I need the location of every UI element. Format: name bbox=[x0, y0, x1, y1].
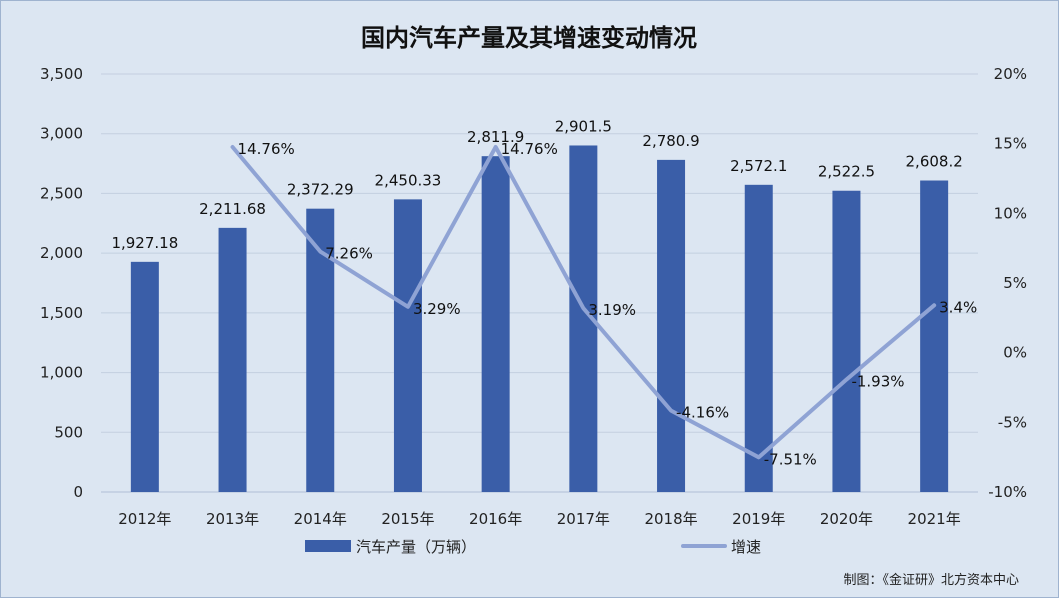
x-tick-label: 2012年 bbox=[118, 510, 171, 528]
x-tick-label: 2016年 bbox=[469, 510, 522, 528]
x-tick-label: 2018年 bbox=[644, 510, 697, 528]
x-tick-label: 2020年 bbox=[820, 510, 873, 528]
bar bbox=[481, 156, 510, 492]
legend-label-growth: 增速 bbox=[731, 538, 761, 556]
x-tick-label: 2015年 bbox=[381, 510, 434, 528]
x-tick-label: 2014年 bbox=[294, 510, 347, 528]
legend-label-production: 汽车产量（万辆） bbox=[356, 538, 476, 556]
line-data-label: 3.29% bbox=[413, 300, 461, 318]
bar-data-label: 2,608.2 bbox=[906, 153, 963, 171]
source-credit: 制图：《金证研》北方资本中心 bbox=[843, 572, 1019, 588]
x-tick-label: 2013年 bbox=[206, 510, 259, 528]
y-right-tick-label: -10% bbox=[988, 483, 1027, 501]
bar-data-label: 2,780.9 bbox=[642, 132, 699, 150]
x-tick-label: 2017年 bbox=[557, 510, 610, 528]
y-right-tick-label: 0% bbox=[1003, 344, 1027, 362]
y-right-tick-label: 5% bbox=[1003, 274, 1027, 292]
y-right-tick-label: 20% bbox=[994, 65, 1027, 83]
growth-line bbox=[230, 145, 937, 460]
line-data-label: -1.93% bbox=[851, 373, 904, 391]
y-left-tick-label: 1,000 bbox=[40, 364, 83, 382]
bar bbox=[657, 159, 686, 492]
y-left-tick-label: 1,500 bbox=[40, 304, 83, 322]
y-left-tick-label: 0 bbox=[73, 483, 83, 501]
line-data-label: -4.16% bbox=[676, 404, 729, 422]
y-left-tick-label: 500 bbox=[54, 423, 83, 441]
bar bbox=[130, 261, 159, 492]
y-left-tick-label: 2,500 bbox=[40, 184, 83, 202]
y-left-tick-label: 3,000 bbox=[40, 125, 83, 143]
bar bbox=[832, 190, 861, 492]
bar bbox=[218, 227, 247, 492]
bar bbox=[744, 184, 773, 493]
y-left-tick-label: 2,000 bbox=[40, 244, 83, 262]
line-data-label: 7.26% bbox=[325, 245, 373, 263]
bar-data-label: 2,572.1 bbox=[730, 157, 787, 175]
bar bbox=[393, 199, 422, 492]
bar-data-label: 2,522.5 bbox=[818, 163, 875, 181]
bar-data-label: 2,211.68 bbox=[199, 200, 266, 218]
bar-data-label: 2,450.33 bbox=[375, 171, 442, 189]
bar-data-label: 2,372.29 bbox=[287, 181, 354, 199]
line-data-label: 3.4% bbox=[939, 298, 977, 316]
y-left-tick-label: 3,500 bbox=[40, 65, 83, 83]
bar-data-label: 2,901.5 bbox=[555, 117, 612, 135]
legend-swatch-bar bbox=[305, 540, 351, 552]
chart-title: 国内汽车产量及其增速变动情况 bbox=[361, 24, 697, 52]
line-data-label: 14.76% bbox=[501, 140, 558, 158]
bar-data-label: 2,811.9 bbox=[467, 128, 524, 146]
line-data-label: 3.19% bbox=[588, 301, 636, 319]
y-right-tick-label: -5% bbox=[998, 413, 1027, 431]
x-tick-label: 2019年 bbox=[732, 510, 785, 528]
y-right-tick-label: 15% bbox=[994, 135, 1027, 153]
line-data-label: 14.76% bbox=[238, 140, 295, 158]
y-right-tick-label: 10% bbox=[994, 204, 1027, 222]
bar-data-label: 1,927.18 bbox=[111, 234, 178, 252]
x-tick-label: 2021年 bbox=[908, 510, 961, 528]
line-data-label: -7.51% bbox=[764, 450, 817, 468]
bar bbox=[920, 180, 949, 492]
